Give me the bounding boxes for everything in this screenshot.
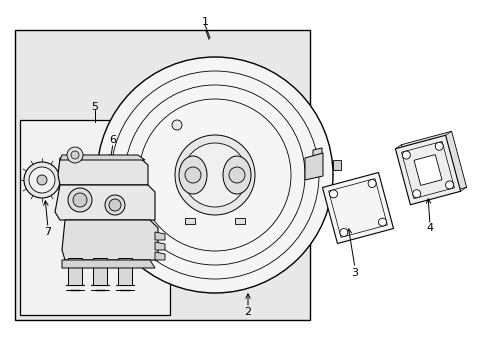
Circle shape [412,190,420,198]
Circle shape [73,193,87,207]
Ellipse shape [223,156,250,194]
Polygon shape [155,242,164,250]
Polygon shape [62,220,158,260]
Circle shape [67,147,83,163]
Polygon shape [312,148,321,172]
Bar [184,218,195,224]
Text: 5: 5 [91,102,98,112]
Circle shape [329,190,337,198]
Circle shape [105,195,125,215]
Circle shape [172,120,182,130]
Polygon shape [395,135,460,205]
Polygon shape [62,260,155,268]
Circle shape [339,229,347,237]
Circle shape [445,181,453,189]
Circle shape [228,167,244,183]
Polygon shape [155,252,164,260]
Circle shape [378,218,386,226]
Bar [235,218,244,224]
Polygon shape [58,158,148,185]
Polygon shape [155,232,164,240]
Polygon shape [305,153,323,180]
Text: 1: 1 [201,17,208,27]
Circle shape [402,151,409,159]
Circle shape [434,142,442,150]
Ellipse shape [179,156,206,194]
Circle shape [29,167,55,193]
Circle shape [183,143,246,207]
Circle shape [24,162,60,198]
Bar [20,120,170,315]
Polygon shape [55,185,155,220]
Polygon shape [118,258,132,285]
Polygon shape [60,155,145,160]
Polygon shape [68,258,82,285]
Circle shape [175,135,254,215]
Text: 3: 3 [351,268,358,278]
Polygon shape [401,131,466,201]
Text: 6: 6 [109,135,116,145]
Circle shape [71,151,79,159]
Text: 2: 2 [244,307,251,317]
Polygon shape [93,258,107,285]
Bar [15,30,309,320]
Text: 4: 4 [426,223,433,233]
Circle shape [367,180,375,188]
Circle shape [97,57,332,293]
Circle shape [109,199,121,211]
Text: 7: 7 [44,227,51,237]
Circle shape [68,188,92,212]
Circle shape [37,175,47,185]
Bar [332,160,340,170]
Circle shape [184,167,201,183]
Polygon shape [322,172,393,243]
Polygon shape [413,154,441,185]
